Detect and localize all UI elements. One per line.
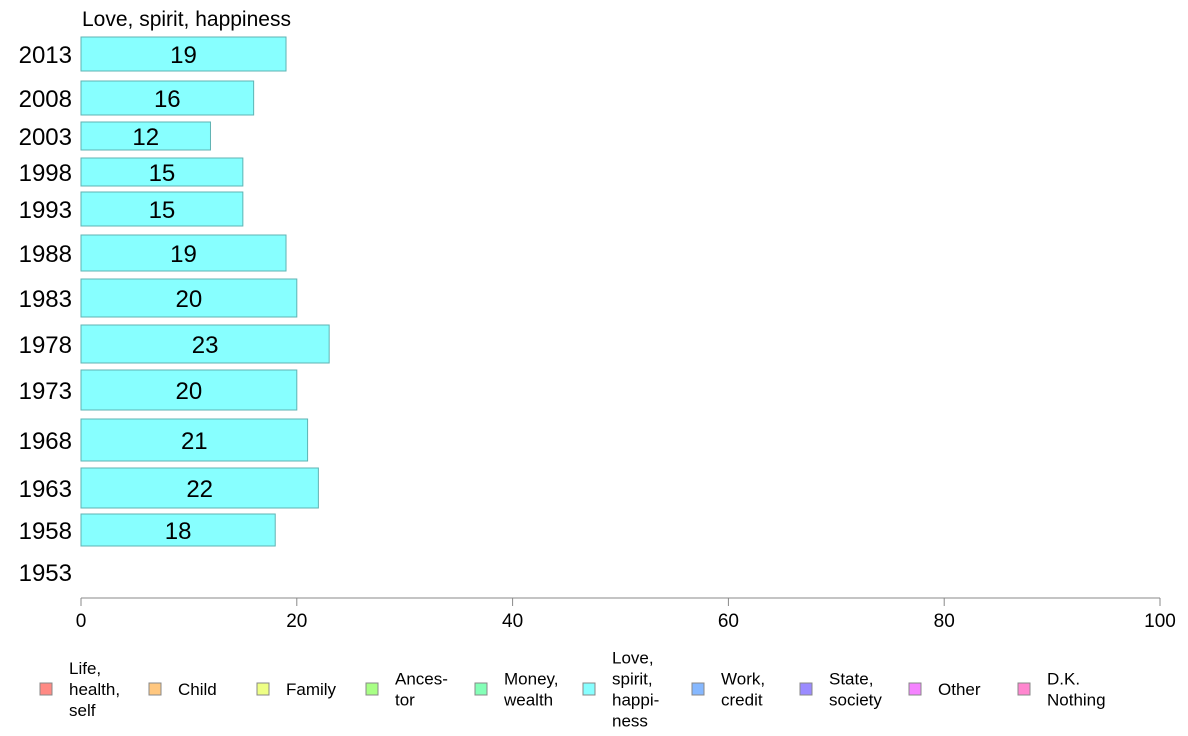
category-label: 1953	[19, 560, 72, 587]
bar-value-label: 19	[170, 42, 197, 69]
legend-label: health,	[69, 680, 120, 699]
legend-label: Family	[286, 680, 337, 699]
legend-label: Work,	[721, 670, 765, 689]
legend-item: Other	[908, 680, 981, 699]
bar	[80, 467, 319, 509]
legend-label: society	[829, 691, 882, 710]
bar-value-label: 12	[132, 124, 159, 151]
legend-swatch	[256, 682, 270, 696]
x-tick-label: 0	[76, 611, 87, 632]
category-label: 1998	[19, 160, 72, 187]
legend-label: happi-	[612, 691, 659, 710]
x-axis: 0 20 40 60 80 100	[76, 597, 1176, 632]
legend-label: self	[69, 701, 96, 720]
x-tick-label: 60	[718, 611, 739, 632]
legend-label: credit	[721, 691, 763, 710]
bar-value-label: 19	[170, 241, 197, 268]
legend-label: Money,	[504, 670, 559, 689]
bar-value-label: 15	[149, 197, 176, 224]
bar-value-label: 20	[176, 378, 203, 405]
legend-swatch	[39, 682, 53, 696]
category-label: 1973	[19, 378, 72, 405]
category-label: 1978	[19, 332, 72, 359]
legend-item: Child	[148, 680, 217, 699]
category-label: 2008	[19, 86, 72, 113]
bar-value-label: 16	[154, 86, 181, 113]
legend-item: Ances-tor	[365, 670, 448, 710]
chart-title: Love, spirit, happiness	[82, 8, 291, 31]
legend-label: State,	[829, 670, 873, 689]
bar	[80, 369, 298, 411]
legend-label: Nothing	[1047, 691, 1106, 710]
legend-label: Child	[178, 680, 217, 699]
legend-label: Ances-	[395, 670, 448, 689]
legend-swatch	[474, 682, 488, 696]
bar-value-label: 23	[192, 332, 219, 359]
legend-label: spirit,	[612, 670, 653, 689]
legend-item: Work, credit	[691, 670, 765, 710]
bar	[80, 36, 287, 72]
legend-label: tor	[395, 691, 415, 710]
legend-item: Love, spirit, happi-ness	[582, 649, 659, 731]
bar	[80, 234, 287, 272]
category-label: 2003	[19, 124, 72, 151]
x-tick-label: 80	[934, 611, 955, 632]
legend: Life, health, self Child Family Ances-tor Mone…	[39, 649, 1106, 731]
bars-group: 2013 19 2008 16 2003 12 1998 15 1993 15 1988 19 1983…	[19, 36, 330, 587]
legend-label: Love,	[612, 649, 654, 668]
bar	[80, 80, 255, 116]
bar	[80, 157, 244, 187]
legend-swatch	[365, 682, 379, 696]
bar	[80, 418, 309, 462]
legend-swatch	[908, 682, 922, 696]
category-label: 1963	[19, 476, 72, 503]
bar	[80, 191, 244, 227]
legend-swatch	[799, 682, 813, 696]
legend-item: State, society	[799, 670, 882, 710]
legend-item: Life, health, self	[39, 659, 120, 720]
bar-value-label: 15	[149, 160, 176, 187]
legend-item: Family	[256, 680, 337, 699]
bar	[80, 513, 276, 547]
bar-value-label: 18	[165, 518, 192, 545]
category-label: 2013	[19, 42, 72, 69]
bar-value-label: 20	[176, 286, 203, 313]
legend-label: Other	[938, 680, 981, 699]
bar	[80, 121, 211, 151]
legend-swatch	[691, 682, 705, 696]
category-label: 1983	[19, 286, 72, 313]
bar-value-label: 22	[186, 476, 213, 503]
legend-label: wealth	[503, 691, 553, 710]
category-label: 1993	[19, 197, 72, 224]
category-label: 1988	[19, 241, 72, 268]
legend-item: D.K. Nothing	[1017, 670, 1106, 710]
legend-label: D.K.	[1047, 670, 1080, 689]
category-label: 1968	[19, 428, 72, 455]
legend-item: Money, wealth	[474, 670, 559, 710]
legend-swatch	[148, 682, 162, 696]
legend-label: ness	[612, 712, 648, 731]
legend-label: Life,	[69, 659, 101, 678]
bar	[80, 278, 298, 318]
category-label: 1958	[19, 518, 72, 545]
x-tick-label: 20	[286, 611, 307, 632]
bar	[80, 324, 330, 364]
x-tick-label: 40	[502, 611, 523, 632]
bar-value-label: 21	[181, 428, 208, 455]
x-tick-label: 100	[1144, 611, 1176, 632]
legend-swatch	[582, 682, 596, 696]
legend-swatch	[1017, 682, 1031, 696]
